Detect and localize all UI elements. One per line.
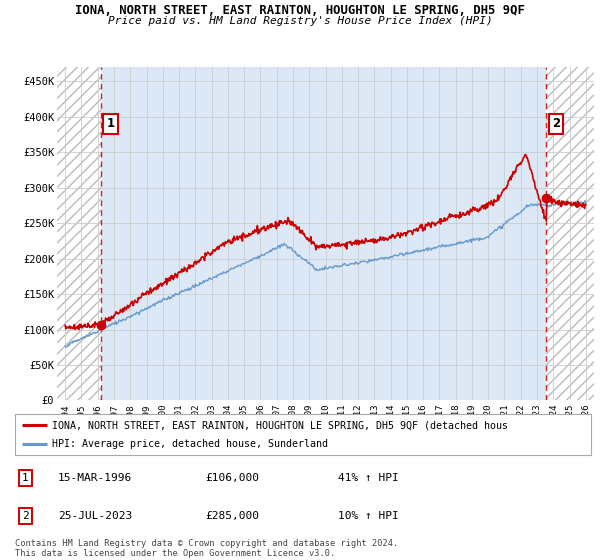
Text: 15-MAR-1996: 15-MAR-1996 [58, 473, 133, 483]
Text: 2: 2 [22, 511, 29, 521]
Text: IONA, NORTH STREET, EAST RAINTON, HOUGHTON LE SPRING, DH5 9QF: IONA, NORTH STREET, EAST RAINTON, HOUGHT… [75, 4, 525, 17]
Bar [546, 67, 594, 400]
Text: 25-JUL-2023: 25-JUL-2023 [58, 511, 133, 521]
Text: 2: 2 [552, 118, 560, 130]
Text: Price paid vs. HM Land Registry's House Price Index (HPI): Price paid vs. HM Land Registry's House … [107, 16, 493, 26]
Text: 1: 1 [22, 473, 29, 483]
Text: £106,000: £106,000 [205, 473, 259, 483]
Text: HPI: Average price, detached house, Sunderland: HPI: Average price, detached house, Sund… [52, 439, 328, 449]
Text: 10% ↑ HPI: 10% ↑ HPI [338, 511, 398, 521]
Text: IONA, NORTH STREET, EAST RAINTON, HOUGHTON LE SPRING, DH5 9QF (detached hous: IONA, NORTH STREET, EAST RAINTON, HOUGHT… [52, 421, 508, 430]
Bar [57, 67, 101, 400]
Text: 41% ↑ HPI: 41% ↑ HPI [338, 473, 398, 483]
Text: £285,000: £285,000 [205, 511, 259, 521]
Text: 1: 1 [107, 118, 115, 130]
Text: Contains HM Land Registry data © Crown copyright and database right 2024.
This d: Contains HM Land Registry data © Crown c… [15, 539, 398, 558]
